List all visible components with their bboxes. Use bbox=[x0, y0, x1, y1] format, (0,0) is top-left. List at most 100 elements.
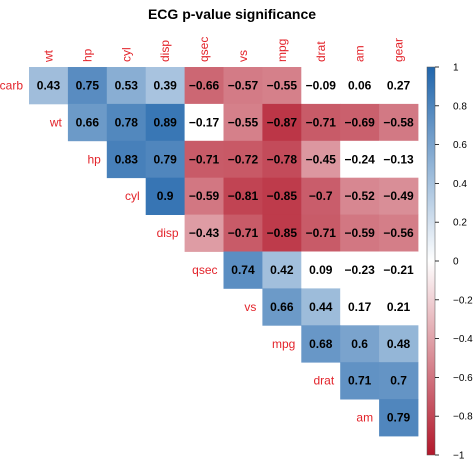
colorbar-tick-label: 0.6 bbox=[453, 140, 467, 151]
column-label-qsec: qsec bbox=[197, 37, 211, 62]
row-label-carb: carb bbox=[0, 78, 23, 92]
column-label-am: am bbox=[353, 45, 367, 62]
heatmap-cell-vs-am bbox=[340, 288, 380, 326]
heatmap-cell-disp-qsec bbox=[184, 214, 224, 252]
heatmap-cell-cyl-disp bbox=[145, 177, 185, 215]
heatmap-cell-carb-cyl bbox=[106, 67, 147, 105]
cell-value-label: −0.7 bbox=[309, 189, 333, 203]
heatmap-cell-carb-disp bbox=[145, 67, 185, 105]
column-label-drat: drat bbox=[314, 41, 328, 62]
column-label-hp: hp bbox=[80, 48, 94, 62]
heatmap-cell-wt-vs bbox=[223, 103, 263, 142]
cell-value-label: −0.59 bbox=[189, 189, 220, 203]
cell-value-label: −0.85 bbox=[267, 189, 298, 203]
cell-value-label: −0.69 bbox=[344, 115, 375, 129]
cell-value-label: −0.43 bbox=[189, 226, 220, 240]
cell-value-label: 0.66 bbox=[76, 115, 100, 129]
heatmap-cell-wt-hp bbox=[67, 103, 108, 142]
row-label-disp: disp bbox=[157, 226, 179, 240]
column-label-wt: wt bbox=[41, 49, 55, 63]
cell-value-label: 0.06 bbox=[348, 78, 372, 92]
heatmap-cell-am-gear bbox=[379, 399, 419, 437]
heatmap-cell-carb-gear bbox=[379, 67, 419, 105]
heatmap-cell-qsec-am bbox=[340, 251, 380, 289]
heatmap-cell-vs-drat bbox=[301, 288, 341, 326]
column-label-vs: vs bbox=[236, 50, 250, 62]
heatmap-cell-wt-disp bbox=[145, 103, 185, 142]
heatmap-cell-disp-drat bbox=[301, 214, 341, 252]
row-label-vs: vs bbox=[244, 300, 256, 314]
column-label-gear: gear bbox=[392, 38, 406, 62]
cell-value-label: 0.89 bbox=[153, 115, 177, 129]
colorbar-tick-label: −0.8 bbox=[453, 412, 473, 423]
heatmap-cell-qsec-mpg bbox=[262, 251, 302, 289]
chart-title: ECG p-value significance bbox=[148, 6, 316, 22]
cell-value-label: −0.81 bbox=[228, 189, 259, 203]
cell-value-label: 0.44 bbox=[309, 300, 333, 314]
colorbar-gradient bbox=[426, 66, 436, 456]
cell-value-label: 0.71 bbox=[348, 374, 372, 388]
cell-value-label: −0.87 bbox=[267, 115, 298, 129]
colorbar-tick-label: −0.4 bbox=[453, 334, 473, 345]
heatmap-cell-hp-disp bbox=[145, 140, 185, 179]
colorbar-tick-label: 0 bbox=[453, 257, 459, 268]
heatmap-cell-disp-gear bbox=[379, 214, 419, 252]
heatmap-cell-drat-am bbox=[340, 362, 380, 400]
cell-value-label: −0.59 bbox=[344, 226, 375, 240]
cell-value-label: −0.17 bbox=[189, 115, 220, 129]
cell-value-label: 0.43 bbox=[37, 78, 61, 92]
cell-value-label: 0.09 bbox=[309, 263, 333, 277]
cell-value-label: 0.79 bbox=[153, 152, 177, 166]
cell-value-label: −0.57 bbox=[228, 78, 259, 92]
row-label-mpg: mpg bbox=[272, 337, 295, 351]
heatmap-cell-carb-qsec bbox=[184, 67, 224, 105]
heatmap-cell-wt-mpg bbox=[262, 103, 302, 142]
heatmap-cell-hp-am bbox=[340, 140, 380, 179]
cell-value-label: 0.78 bbox=[115, 115, 139, 129]
row-labels: carb wt hp cyl disp qsec vs mpg drat am bbox=[0, 78, 373, 424]
cell-value-label: −0.78 bbox=[267, 152, 298, 166]
heatmap-cell-hp-drat bbox=[301, 140, 341, 179]
heatmap-cell-hp-vs bbox=[223, 140, 263, 179]
cell-value-label: −0.13 bbox=[383, 152, 414, 166]
heatmap-cell-wt-drat bbox=[301, 103, 341, 142]
cell-value-label: −0.71 bbox=[228, 226, 259, 240]
heatmap-cell-disp-am bbox=[340, 214, 380, 252]
heatmap-cell-cyl-qsec bbox=[184, 177, 224, 215]
cell-value-label: 0.66 bbox=[270, 300, 294, 314]
colorbar-tick-label: −0.2 bbox=[453, 295, 473, 306]
cell-value-label: −0.71 bbox=[306, 226, 337, 240]
cell-value-label: 0.79 bbox=[387, 411, 411, 425]
cell-value-label: −0.55 bbox=[228, 115, 259, 129]
cell-value-label: −0.58 bbox=[383, 115, 414, 129]
cell-value-label: 0.6 bbox=[351, 337, 368, 351]
cell-value-label: −0.72 bbox=[228, 152, 259, 166]
cell-value-label: −0.21 bbox=[383, 263, 414, 277]
heatmap-cell-hp-cyl bbox=[106, 140, 147, 179]
colorbar-tick-label: 1 bbox=[453, 63, 459, 74]
column-label-disp: disp bbox=[158, 40, 172, 62]
cell-value-label: 0.48 bbox=[387, 337, 411, 351]
heatmap-cell-carb-wt bbox=[29, 67, 69, 105]
column-labels: wt hp cyl disp qsec vs mpg drat am gear bbox=[41, 37, 405, 63]
heatmap-cell-disp-vs bbox=[223, 214, 263, 252]
heatmap-cell-carb-mpg bbox=[262, 67, 302, 105]
heatmap-cell-wt-qsec bbox=[184, 103, 224, 142]
heatmap-cell-cyl-vs bbox=[223, 177, 263, 215]
cell-value-label: −0.45 bbox=[306, 152, 337, 166]
cell-value-label: −0.71 bbox=[306, 115, 337, 129]
heatmap-cell-vs-gear bbox=[379, 288, 419, 326]
cell-value-label: −0.24 bbox=[344, 152, 375, 166]
heatmap-cell-mpg-am bbox=[340, 325, 380, 363]
cell-value-label: 0.53 bbox=[115, 78, 139, 92]
heatmap-cell-hp-mpg bbox=[262, 140, 302, 179]
heatmap-cell-hp-qsec bbox=[184, 140, 224, 179]
cell-value-label: 0.9 bbox=[157, 189, 174, 203]
colorbar-tick-label: −0.6 bbox=[453, 373, 473, 384]
cell-value-label: −0.09 bbox=[306, 78, 337, 92]
row-label-drat: drat bbox=[314, 374, 335, 388]
row-label-hp: hp bbox=[87, 152, 101, 166]
colorbar-tick-label: 0.4 bbox=[453, 179, 467, 190]
colorbar-tick-label: −1 bbox=[453, 451, 465, 462]
